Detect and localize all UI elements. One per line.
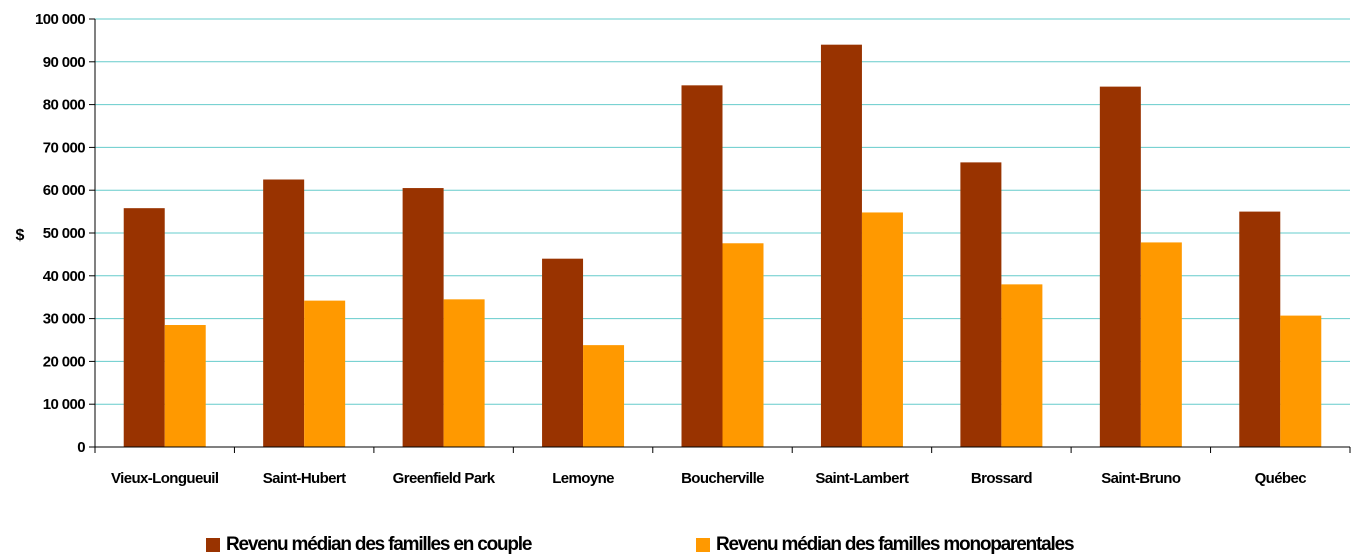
legend-swatch-couple (206, 538, 220, 552)
y-tick-label: 20 000 (43, 353, 86, 370)
y-tick-label: 40 000 (43, 268, 86, 285)
y-tick-label: 0 (77, 439, 85, 456)
bar-chart: 0 10 000 20 000 30 000 40 000 50 000 60 000 70 … (16, 11, 1351, 487)
legend-label-couple: Revenu médian des familles en couple (226, 534, 532, 555)
y-tick-label: 10 000 (43, 396, 86, 413)
bar-monoparentales (583, 345, 625, 447)
y-tick-label: 80 000 (43, 97, 86, 114)
bar-monoparentales (304, 300, 346, 447)
y-tick-label: 30 000 (43, 311, 86, 328)
bar-monoparentales (443, 299, 485, 447)
y-tick-label: 90 000 (43, 54, 86, 71)
bar-couple (542, 258, 584, 447)
x-tick-label: Saint-Lambert (815, 470, 909, 487)
bars (123, 44, 1322, 448)
x-tick-label: Québec (1255, 470, 1307, 487)
bar-couple (263, 179, 305, 447)
legend-swatch-monoparentales (696, 538, 710, 552)
bar-couple (1099, 86, 1141, 448)
legend: Revenu médian des familles en couple Rev… (0, 534, 1356, 558)
legend-item-couple: Revenu médian des familles en couple (206, 534, 532, 556)
bar-couple (681, 85, 723, 447)
bar-couple (1239, 211, 1281, 447)
bar-couple (820, 44, 862, 448)
bar-monoparentales (164, 325, 206, 447)
y-tick-label: 50 000 (43, 225, 86, 242)
bar-couple (960, 162, 1002, 447)
x-tick-label: Vieux-Longueuil (111, 470, 219, 487)
axes (89, 18, 1351, 453)
bar-couple (402, 188, 444, 447)
legend-item-monoparentales: Revenu médian des familles monoparentale… (696, 534, 1075, 556)
legend-label-monoparentales: Revenu médian des familles monoparentale… (716, 534, 1075, 555)
y-tick-label: 100 000 (35, 11, 85, 28)
x-tick-label: Greenfield Park (393, 470, 496, 487)
bar-couple (123, 208, 165, 447)
x-tick-label: Saint-Hubert (263, 470, 346, 487)
bar-monoparentales (861, 212, 903, 447)
y-tick-label: 60 000 (43, 182, 86, 199)
y-tick-labels: 0 10 000 20 000 30 000 40 000 50 000 60 000 70 … (35, 11, 86, 456)
x-tick-labels: Vieux-Longueuil Saint-Hubert Greenfield Pa… (111, 470, 1307, 487)
y-tick-label: 70 000 (43, 139, 86, 156)
x-tick-label: Saint-Bruno (1101, 470, 1181, 487)
bar-monoparentales (1140, 242, 1182, 447)
y-axis-title: $ (16, 227, 25, 244)
bar-monoparentales (722, 243, 764, 447)
bar-monoparentales (1001, 284, 1043, 447)
x-tick-label: Lemoyne (552, 470, 614, 487)
x-tick-label: Brossard (971, 470, 1032, 487)
bar-monoparentales (1280, 315, 1322, 447)
x-tick-label: Boucherville (681, 470, 764, 487)
